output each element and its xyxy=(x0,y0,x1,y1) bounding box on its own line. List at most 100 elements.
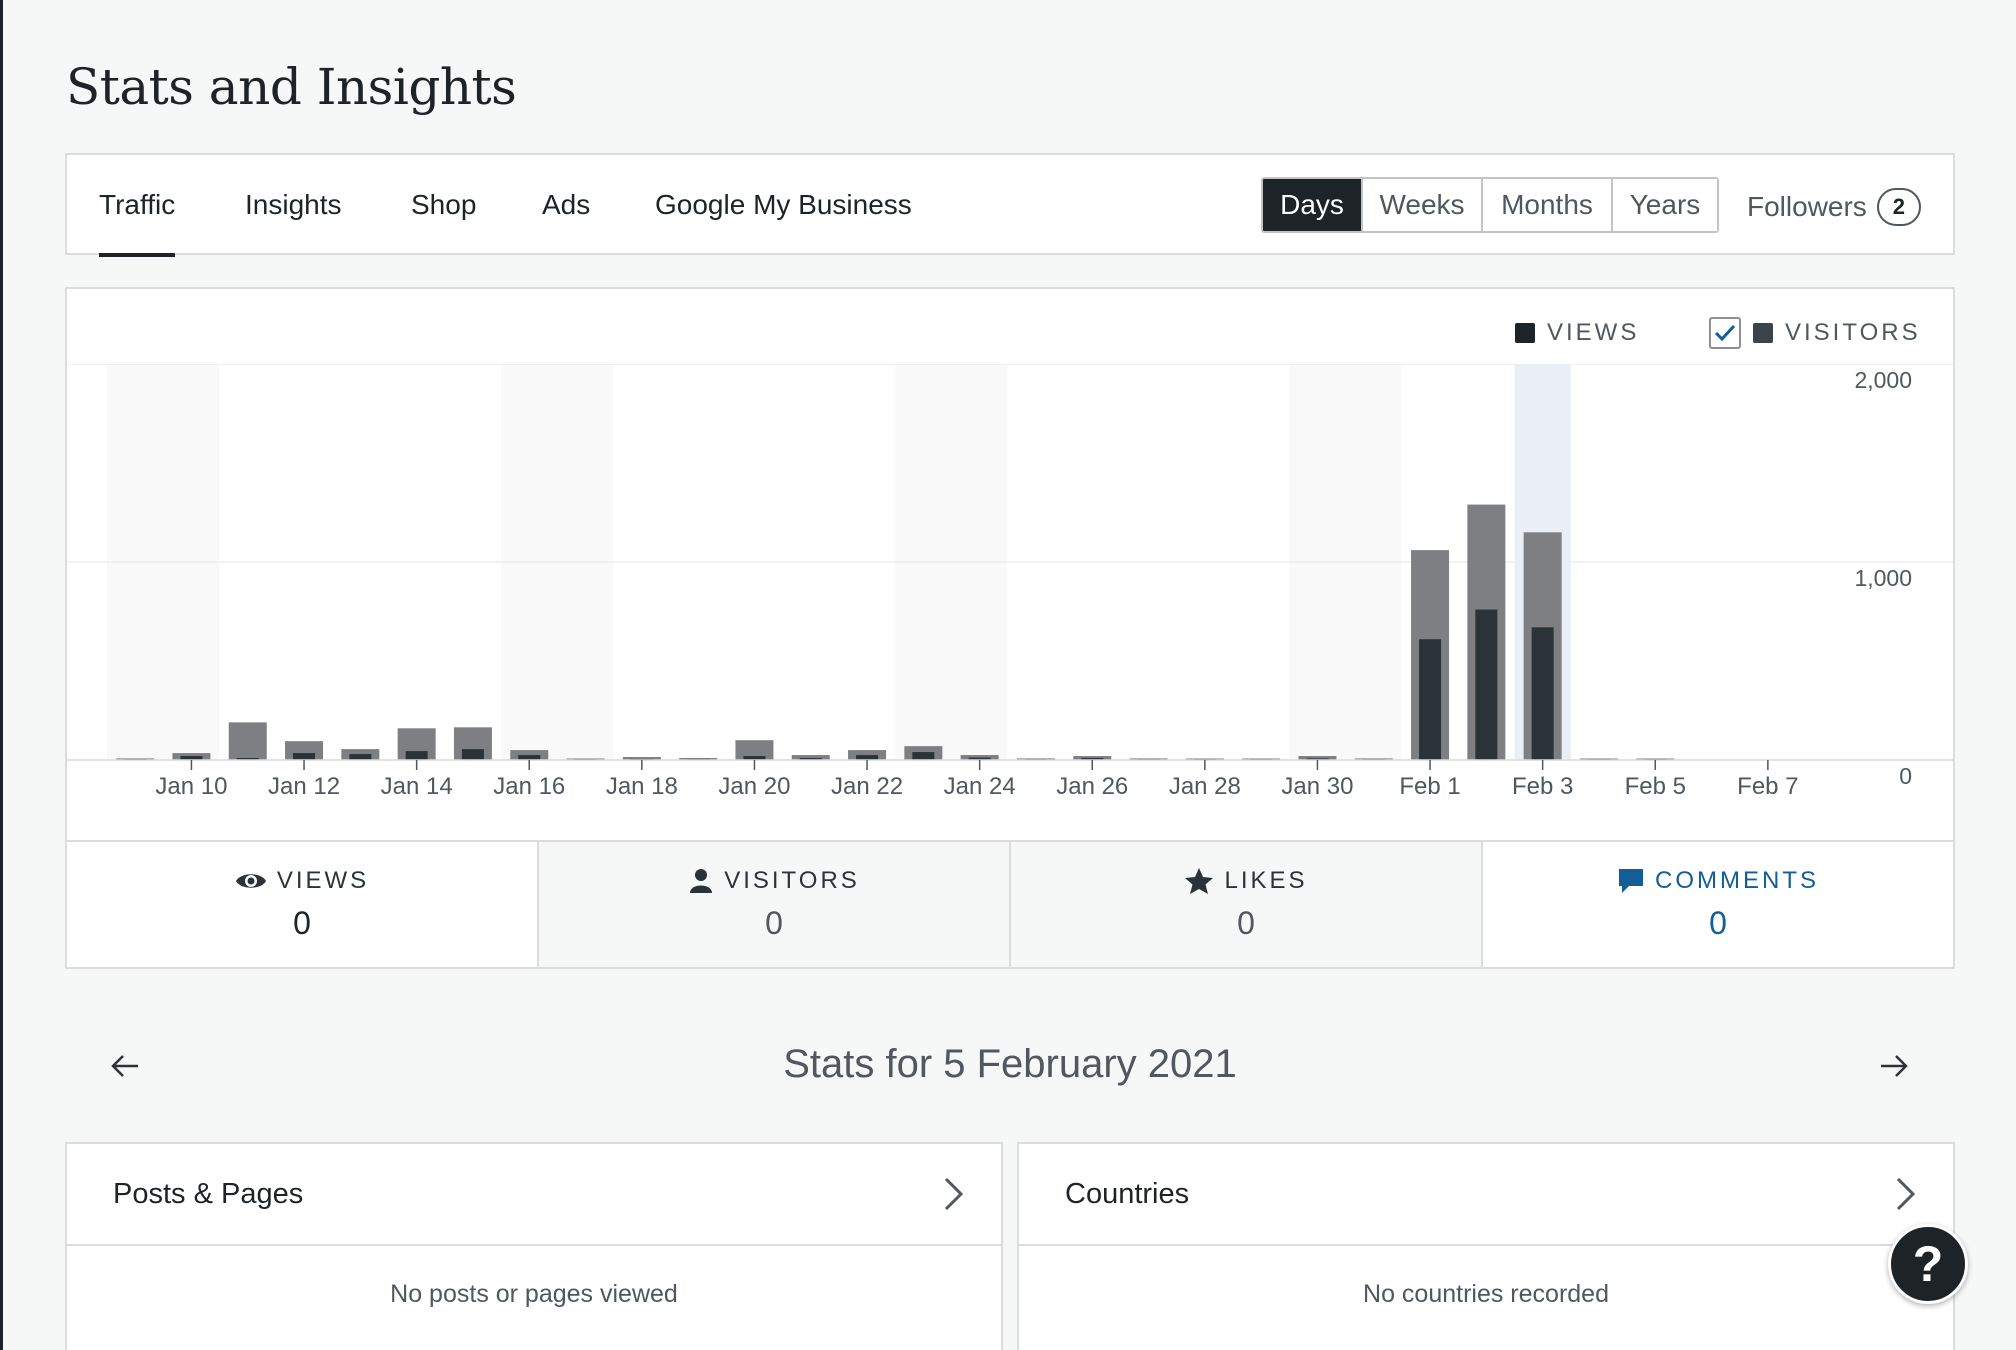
visitors-checkbox[interactable] xyxy=(1709,317,1741,349)
bar-visitors-jan-10 xyxy=(180,756,203,760)
x-tick-label: Jan 26 xyxy=(1056,773,1128,800)
bar-visitors-jan-11 xyxy=(236,758,259,760)
x-tick-label: Jan 14 xyxy=(381,773,453,800)
page-title: Stats and Insights xyxy=(66,58,517,116)
stat-tabs: VIEWS 0 VISITORS 0 LIKES 0 xyxy=(67,840,1953,967)
y-tick-label: 0 xyxy=(1899,763,1912,789)
stat-tab-likes[interactable]: LIKES 0 xyxy=(1009,842,1481,967)
countries-module: Countries No countries recorded xyxy=(1017,1142,1955,1350)
checkmark-icon xyxy=(1714,324,1736,342)
bar-visitors-feb-1 xyxy=(1419,639,1442,760)
chevron-right-icon xyxy=(1896,1177,1916,1211)
star-icon xyxy=(1185,868,1214,894)
bar-visitors-jan-13 xyxy=(349,754,372,760)
period-weeks-button[interactable]: Weeks xyxy=(1361,179,1481,231)
next-period-button[interactable] xyxy=(1872,1044,1916,1088)
period-days-button[interactable]: Days xyxy=(1263,179,1361,231)
stats-date-title: Stats for 5 February 2021 xyxy=(783,1042,1237,1086)
stat-visitors-value: 0 xyxy=(765,905,783,941)
posts-pages-header[interactable]: Posts & Pages xyxy=(67,1144,1001,1246)
stat-tab-comments[interactable]: COMMENTS 0 xyxy=(1481,842,1953,967)
stats-navigation: Traffic Insights Shop Ads Google My Busi… xyxy=(65,153,1955,257)
x-tick-label: Feb 7 xyxy=(1737,773,1798,800)
stat-views-value: 0 xyxy=(293,905,311,941)
bar-visitors-jan-20 xyxy=(743,756,766,760)
stat-views-label: VIEWS xyxy=(276,867,370,894)
x-tick-label: Jan 12 xyxy=(268,773,340,800)
legend-visitors-label: VISITORS xyxy=(1785,319,1921,346)
stat-tab-visitors[interactable]: VISITORS 0 xyxy=(537,842,1009,967)
tab-traffic[interactable]: Traffic xyxy=(99,155,176,257)
stat-tab-views[interactable]: VIEWS 0 xyxy=(67,842,537,967)
followers-count-badge: 2 xyxy=(1876,188,1921,226)
x-tick-label: Jan 24 xyxy=(944,773,1016,800)
help-button[interactable]: ? xyxy=(1888,1224,1968,1304)
posts-pages-empty-message: No posts or pages viewed xyxy=(390,1279,678,1308)
x-tick-label: Jan 28 xyxy=(1169,773,1241,800)
countries-title: Countries xyxy=(1065,1177,1190,1210)
x-tick-label: Jan 20 xyxy=(718,773,790,800)
bar-visitors-jan-23 xyxy=(912,752,935,760)
bar-visitors-jan-21 xyxy=(799,758,822,760)
x-tick-label: Jan 16 xyxy=(493,773,565,800)
period-months-button[interactable]: Months xyxy=(1481,179,1611,231)
eye-icon xyxy=(235,874,266,888)
bar-views-jan-30 xyxy=(1298,756,1337,760)
countries-empty-message: No countries recorded xyxy=(1363,1279,1609,1308)
x-tick-label: Jan 30 xyxy=(1281,773,1353,800)
arrow-left-icon xyxy=(111,1055,138,1077)
bar-visitors-jan-12 xyxy=(293,753,316,760)
date-navigation: Stats for 5 February 2021 xyxy=(65,1036,1955,1096)
tab-google-my-business[interactable]: Google My Business xyxy=(655,189,912,220)
y-tick-label: 1,000 xyxy=(1854,565,1912,591)
period-years-button[interactable]: Years xyxy=(1611,179,1717,231)
x-tick-label: Jan 10 xyxy=(155,773,227,800)
tab-shop[interactable]: Shop xyxy=(411,189,477,220)
bar-visitors-feb-2 xyxy=(1475,609,1498,760)
visitors-swatch xyxy=(1753,323,1773,343)
person-icon xyxy=(690,869,713,893)
countries-header[interactable]: Countries xyxy=(1019,1144,1953,1246)
bar-visitors-feb-3 xyxy=(1531,627,1554,760)
stat-likes-label-row: LIKES xyxy=(1184,867,1307,895)
traffic-bar-chart[interactable]: 2,000 1,000 0 Jan 10 Jan 12 Jan 14 Jan 16 Jan 1… xyxy=(67,364,1953,840)
views-swatch xyxy=(1515,323,1535,343)
bar-visitors-jan-15 xyxy=(461,749,484,760)
legend-views-label: VIEWS xyxy=(1547,319,1640,346)
tab-insights[interactable]: Insights xyxy=(245,189,342,220)
stat-likes-value: 0 xyxy=(1237,905,1255,941)
x-tick-label: Jan 18 xyxy=(606,773,678,800)
legend-visitors: VISITORS xyxy=(1709,313,1921,353)
bar-visitors-jan-30 xyxy=(1306,758,1329,760)
stat-comments-label-row: COMMENTS xyxy=(1617,867,1819,895)
stat-comments-value: 0 xyxy=(1709,905,1727,941)
stat-visitors-label-row: VISITORS xyxy=(688,867,860,895)
bar-visitors-jan-16 xyxy=(518,755,541,760)
posts-pages-module: Posts & Pages No posts or pages viewed xyxy=(65,1142,1003,1350)
bar-views-jan-18 xyxy=(622,757,661,760)
followers-link[interactable]: Followers 2 xyxy=(1747,185,1921,229)
traffic-chart-card: VIEWS VISITORS 2,000 1,000 0 Jan 10 Jan 12 Ja… xyxy=(65,287,1955,969)
bar-views-jan-24 xyxy=(960,755,999,760)
x-tick-label: Feb 5 xyxy=(1625,773,1686,800)
bar-visitors-jan-14 xyxy=(405,751,428,760)
tab-ads[interactable]: Ads xyxy=(542,189,591,220)
arrow-right-icon xyxy=(1881,1055,1908,1077)
chevron-right-icon xyxy=(944,1177,964,1211)
posts-pages-title: Posts & Pages xyxy=(113,1177,304,1210)
stat-visitors-label: VISITORS xyxy=(724,867,860,894)
followers-label: Followers xyxy=(1747,191,1867,222)
bar-views-jan-21 xyxy=(791,755,830,760)
previous-period-button[interactable] xyxy=(103,1044,147,1088)
legend-views: VIEWS xyxy=(1515,313,1639,353)
stat-views-label-row: VIEWS xyxy=(235,867,369,895)
y-tick-label: 2,000 xyxy=(1854,367,1912,393)
x-tick-label: Feb 3 xyxy=(1512,773,1573,800)
bar-views-jan-20 xyxy=(735,740,774,760)
window-edge xyxy=(0,0,3,1350)
bar-visitors-jan-26 xyxy=(1081,758,1104,760)
bar-views-jan-11 xyxy=(228,722,267,760)
bar-visitors-jan-24 xyxy=(968,757,991,760)
bar-visitors-jan-22 xyxy=(856,755,879,760)
stat-comments-label: COMMENTS xyxy=(1655,867,1819,894)
